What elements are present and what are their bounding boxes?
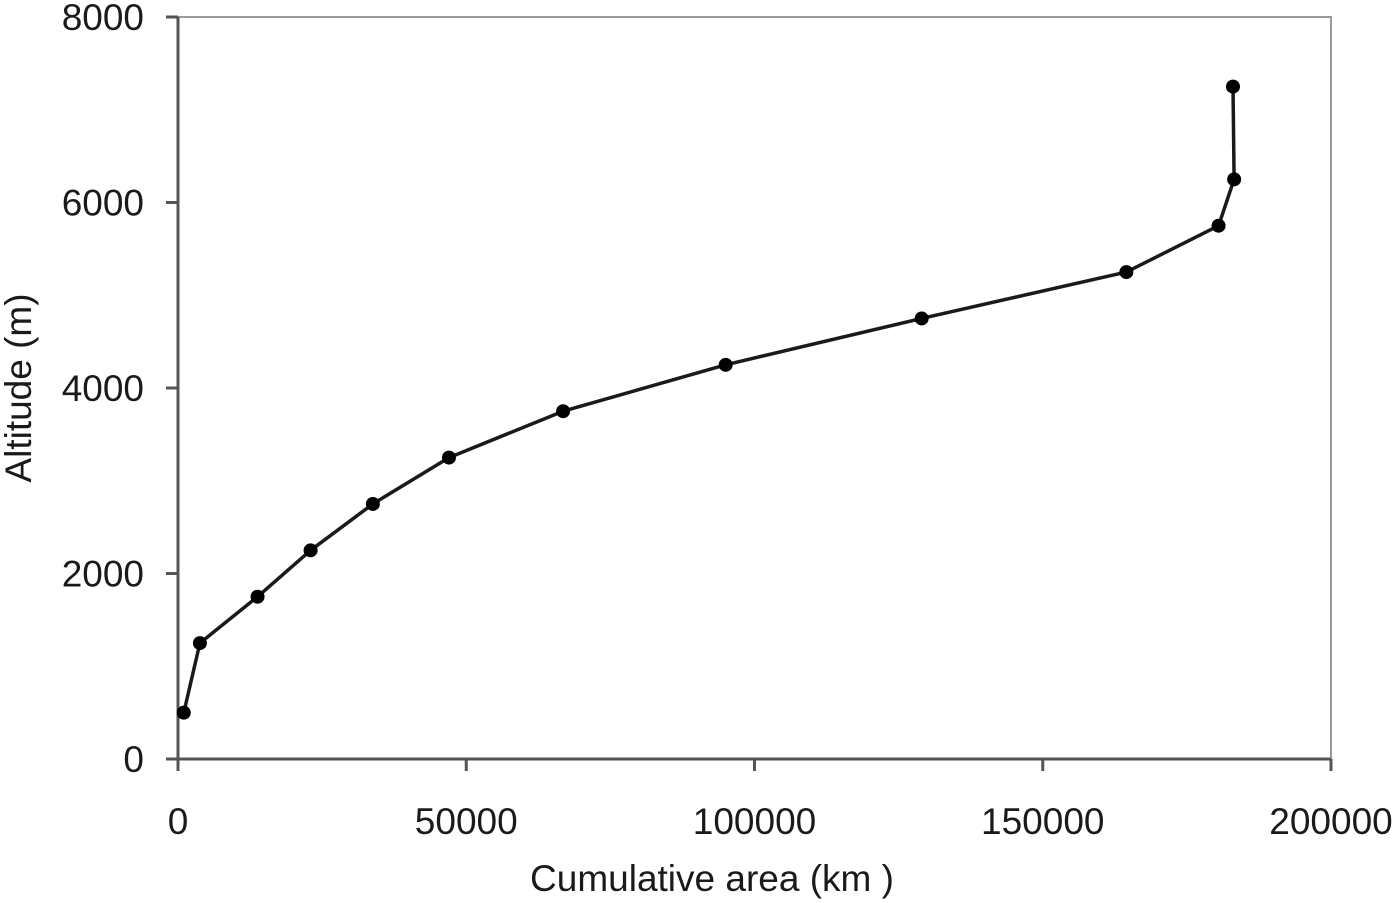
x-axis-ticks: 0 50000 100000 150000 200000 <box>168 759 1393 842</box>
data-point <box>1225 79 1240 94</box>
x-tick-label: 100000 <box>693 801 816 842</box>
y-axis-ticks: 0 2000 4000 6000 8000 <box>62 0 178 780</box>
data-point <box>556 404 571 419</box>
data-point <box>303 543 318 558</box>
y-tick-label: 4000 <box>62 368 144 409</box>
data-point <box>1227 172 1242 187</box>
x-tick-label: 0 <box>168 801 189 842</box>
y-axis-title: Altitude (m) <box>0 293 39 482</box>
data-point <box>192 636 207 651</box>
data-point <box>1119 265 1134 280</box>
y-tick-label: 0 <box>123 739 144 780</box>
plot-frame <box>177 16 1332 760</box>
x-tick-label: 150000 <box>981 801 1104 842</box>
data-point <box>914 311 929 326</box>
x-axis-title: Cumulative area (km ) <box>530 858 894 899</box>
data-point <box>718 357 733 372</box>
series-line <box>182 86 1236 713</box>
data-point <box>1211 218 1226 233</box>
y-tick-label: 8000 <box>62 0 144 38</box>
data-point <box>176 705 191 720</box>
y-tick-label: 2000 <box>62 554 144 595</box>
x-tick-label: 50000 <box>415 801 518 842</box>
y-tick-label: 6000 <box>62 183 144 224</box>
x-tick-label: 200000 <box>1269 801 1392 842</box>
data-point <box>365 496 380 511</box>
data-point <box>250 589 265 604</box>
data-point <box>441 450 456 465</box>
series-layer <box>176 79 1242 720</box>
